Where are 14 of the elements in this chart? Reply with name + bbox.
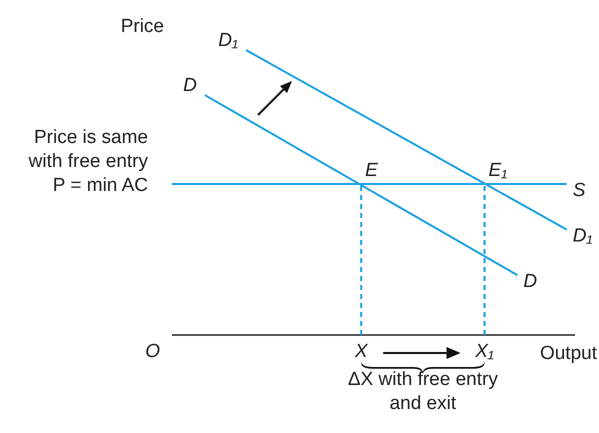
series-label: D (523, 271, 538, 292)
x-tick-label: X₁ (474, 341, 494, 362)
text: D (183, 75, 197, 96)
annotation: E (365, 160, 378, 181)
text: O (145, 341, 160, 362)
x-axis-title: Output (540, 343, 598, 364)
text: D₁ (218, 30, 238, 52)
series-label: D₁ (572, 226, 592, 247)
y-axis-title: Price (120, 16, 164, 37)
text: Price is same with free entry P = min AC (28, 126, 148, 196)
series-label: S (572, 180, 586, 201)
text: ΔX with free entry and exit (348, 369, 498, 414)
annotation: E₁ (488, 160, 508, 181)
x-tick-label: X (354, 341, 369, 362)
